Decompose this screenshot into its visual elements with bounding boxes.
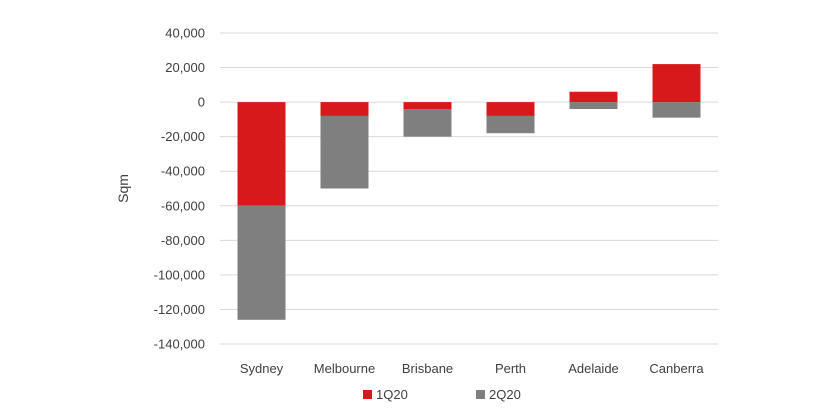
gridlines (220, 32, 718, 345)
y-tick-label: -140,000 (154, 337, 205, 352)
bar-1q20-melbourne (320, 102, 369, 116)
x-tick-label: Perth (495, 361, 526, 376)
legend-swatch-2q20 (476, 390, 485, 399)
y-tick-label: -40,000 (161, 164, 205, 179)
legend-label-1q20: 1Q20 (376, 387, 408, 402)
bar-2q20-sydney (237, 205, 286, 320)
x-tick-label: Canberra (649, 361, 704, 376)
y-tick-label: -120,000 (154, 302, 205, 317)
bar-2q20-brisbane (403, 109, 452, 137)
bar-2q20-perth (486, 115, 535, 134)
bar-1q20-brisbane (403, 102, 452, 110)
bar-1q20-perth (486, 102, 535, 116)
y-axis-ticks: 40,000 20,000 0 -20,000 -40,000 -60,000 -80,00… (154, 26, 205, 352)
bar-2q20-adelaide (569, 102, 618, 110)
legend-label-2q20: 2Q20 (489, 387, 521, 402)
bar-2q20-canberra (652, 102, 701, 118)
y-tick-label: 40,000 (165, 26, 205, 41)
bar-1q20-sydney (237, 102, 286, 206)
y-tick-label: 20,000 (165, 60, 205, 75)
y-tick-label: 0 (198, 95, 205, 110)
bars (237, 64, 701, 320)
bar-2q20-melbourne (320, 115, 369, 189)
y-tick-label: -80,000 (161, 233, 205, 248)
bar-1q20-adelaide (569, 91, 618, 103)
legend: 1Q20 2Q20 (363, 387, 521, 402)
x-tick-label: Melbourne (314, 361, 375, 376)
y-tick-label: -60,000 (161, 198, 205, 213)
y-tick-label: -100,000 (154, 267, 205, 282)
x-axis-ticks: Sydney Melbourne Brisbane Perth Adelaide Canb… (240, 361, 705, 376)
x-tick-label: Sydney (240, 361, 284, 376)
x-tick-label: Brisbane (402, 361, 453, 376)
y-axis-title: Sqm (115, 174, 131, 203)
y-tick-label: -20,000 (161, 129, 205, 144)
x-tick-label: Adelaide (568, 361, 619, 376)
legend-swatch-1q20 (363, 390, 372, 399)
bar-1q20-canberra (652, 64, 701, 103)
